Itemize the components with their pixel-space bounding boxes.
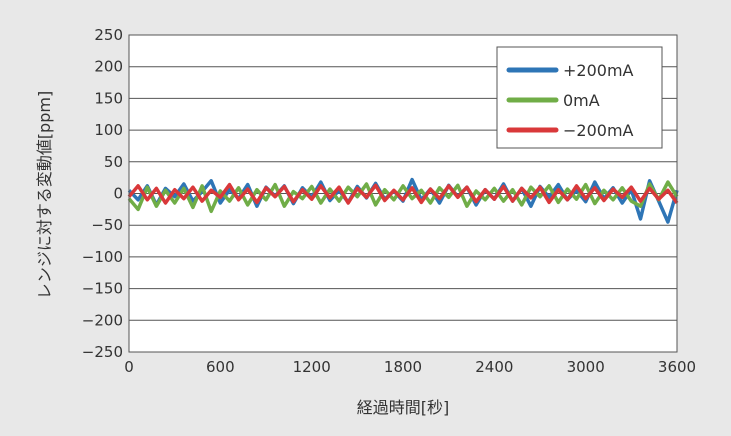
x-tick-label: 600 [206, 358, 235, 376]
legend-label: +200mA [563, 61, 634, 80]
x-tick-label: 3600 [658, 358, 696, 376]
y-axis: 250 200 150 100 50 0 −50 −100 −150 −200 −250 [82, 26, 123, 361]
y-tick-label: 250 [94, 26, 123, 44]
y-tick-label: −50 [91, 216, 123, 234]
series-line-2 [127, 182, 679, 205]
legend-label: −200mA [563, 121, 634, 140]
y-tick-label: −250 [82, 343, 123, 361]
y-tick-label: −100 [82, 248, 123, 266]
series-lines [127, 177, 679, 224]
y-tick-label: −200 [82, 311, 123, 329]
y-tick-label: 0 [113, 185, 123, 203]
x-tick-label: 1200 [293, 358, 331, 376]
x-tick-label: 3000 [567, 358, 605, 376]
legend-label: 0mA [563, 91, 600, 110]
x-tick-label: 0 [124, 358, 134, 376]
y-tick-label: −150 [82, 280, 123, 298]
x-tick-label: 2400 [475, 358, 513, 376]
y-tick-label: 100 [94, 121, 123, 139]
y-axis-label: レンジに対する変動値[ppm] [35, 91, 54, 299]
y-tick-label: 200 [94, 58, 123, 76]
series-line-1 [127, 180, 679, 214]
x-axis-label: 経過時間[秒] [357, 398, 450, 417]
plot-frame [128, 34, 678, 353]
legend: +200mA 0mA −200mA [496, 46, 663, 149]
x-axis: 0 600 1200 1800 2400 3000 3600 [124, 358, 696, 376]
x-tick-label: 1800 [384, 358, 422, 376]
y-tick-label: 150 [94, 89, 123, 107]
y-tick-label: 50 [104, 153, 123, 171]
